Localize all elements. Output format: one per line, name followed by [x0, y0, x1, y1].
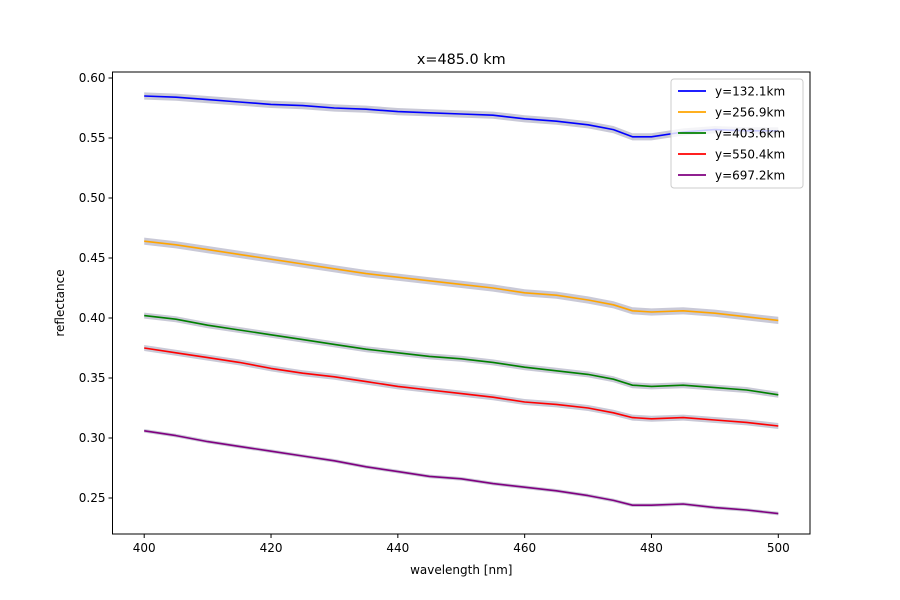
series-line-1: [144, 95, 779, 138]
y-tick-label: 0.45: [79, 251, 106, 265]
series-line-5: [144, 430, 779, 515]
series-line-3: [144, 314, 779, 396]
uncertainty-band-series-1: [144, 92, 779, 141]
legend: y=132.1km y=256.9km y=403.6km y=550.4km y=69…: [670, 78, 804, 189]
legend-box: [670, 78, 804, 189]
legend-label: y=697.2km: [715, 169, 785, 183]
series-line-2: [144, 240, 779, 322]
y-tick-label: 0.60: [79, 71, 106, 85]
series-lines: [144, 95, 779, 515]
legend-label: y=403.6km: [715, 127, 785, 141]
y-tick-label: 0.40: [79, 311, 106, 325]
uncertainty-band-series-5: [144, 429, 779, 516]
chart-title: x=485.0 km: [417, 52, 506, 68]
x-tick-label: 500: [767, 541, 790, 555]
y-tick-label: 0.35: [79, 371, 106, 385]
y-tick-label: 0.50: [79, 191, 106, 205]
legend-label: y=550.4km: [715, 148, 785, 162]
plot-frame: [112, 71, 811, 535]
x-axis-label: wavelength [nm]: [410, 563, 512, 577]
y-tick-label: 0.25: [79, 491, 106, 505]
y-tick-label: 0.55: [79, 131, 106, 145]
x-axis-ticks: 400 420 440 460 480 500: [133, 534, 790, 555]
uncertainty-band-series-3: [144, 312, 779, 398]
x-tick-label: 460: [513, 541, 536, 555]
x-tick-label: 440: [386, 541, 409, 555]
series-line-4: [144, 347, 779, 427]
y-axis-label: reflectance: [53, 269, 67, 336]
x-tick-label: 400: [133, 541, 156, 555]
legend-label: y=256.9km: [715, 106, 785, 120]
x-tick-label: 480: [640, 541, 663, 555]
y-tick-label: 0.30: [79, 431, 106, 445]
x-tick-label: 420: [260, 541, 283, 555]
uncertainty-band-series-2: [144, 237, 779, 324]
y-axis-ticks: 0.25 0.30 0.35 0.40 0.45 0.50 0.55 0.60: [79, 71, 113, 505]
legend-label: y=132.1km: [715, 85, 785, 99]
